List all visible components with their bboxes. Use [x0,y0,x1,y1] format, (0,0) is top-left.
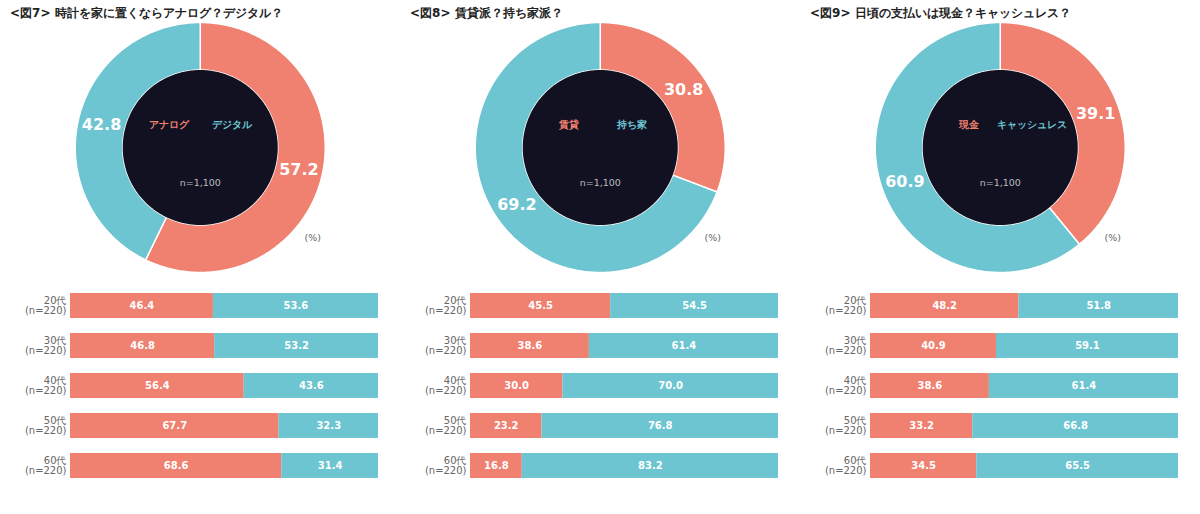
svg-text:23.2: 23.2 [494,420,519,431]
svg-text:60代(n=220): 60代(n=220) [825,455,867,476]
svg-text:20代(n=220): 20代(n=220) [425,295,467,316]
svg-text:70.0: 70.0 [658,380,683,391]
svg-text:60代(n=220): 60代(n=220) [25,455,67,476]
svg-text:賃貸: 賃貸 [558,119,579,131]
svg-text:n=1,100: n=1,100 [180,177,221,188]
svg-text:60代(n=220): 60代(n=220) [425,455,467,476]
html-text:<図8> 賃貸派？持ち家派？: <図8> 賃貸派？持ち家派？ [410,6,563,20]
svg-text:57.2: 57.2 [279,160,318,179]
svg-text:40.9: 40.9 [921,340,946,351]
svg-text:39.1: 39.1 [1076,104,1115,123]
svg-text:30代(n=220): 30代(n=220) [425,335,467,356]
svg-text:30代(n=220): 30代(n=220) [25,335,67,356]
html-text:<図9> 日頃の支払いは現金？キャッシュレス？: <図9> 日頃の支払いは現金？キャッシュレス？ [810,6,1071,20]
svg-text:40代(n=220): 40代(n=220) [425,375,467,396]
svg-text:59.1: 59.1 [1075,340,1100,351]
svg-text:54.5: 54.5 [682,300,707,311]
svg-text:33.2: 33.2 [909,420,934,431]
svg-text:53.6: 53.6 [284,300,309,311]
svg-text:(%): (%) [305,232,321,243]
svg-text:32.3: 32.3 [316,420,341,431]
svg-text:83.2: 83.2 [638,460,663,471]
svg-text:キャッシュレス: キャッシュレス [997,119,1067,130]
svg-text:20代(n=220): 20代(n=220) [825,295,867,316]
svg-text:n=1,100: n=1,100 [580,177,621,188]
svg-text:61.4: 61.4 [672,340,697,351]
svg-text:50代(n=220): 50代(n=220) [25,415,67,436]
svg-text:45.5: 45.5 [528,300,553,311]
svg-text:持ち家: 持ち家 [616,119,647,130]
svg-text:アナログ: アナログ [149,119,190,130]
svg-text:50代(n=220): 50代(n=220) [825,415,867,436]
svg-text:60.9: 60.9 [885,172,924,191]
svg-text:(%): (%) [1105,232,1121,243]
svg-text:20代(n=220): 20代(n=220) [25,295,67,316]
svg-text:76.8: 76.8 [648,420,673,431]
svg-text:40代(n=220): 40代(n=220) [25,375,67,396]
svg-text:42.8: 42.8 [82,115,121,134]
svg-text:66.8: 66.8 [1063,420,1088,431]
svg-text:65.5: 65.5 [1065,460,1090,471]
svg-text:16.8: 16.8 [484,460,509,471]
svg-text:デジタル: デジタル [212,119,253,130]
svg-text:61.4: 61.4 [1072,380,1097,391]
svg-text:56.4: 56.4 [145,380,170,391]
svg-text:(%): (%) [705,232,721,243]
svg-text:31.4: 31.4 [318,460,343,471]
svg-text:38.6: 38.6 [518,340,543,351]
svg-text:51.8: 51.8 [1086,300,1111,311]
svg-text:53.2: 53.2 [284,340,309,351]
svg-text:46.4: 46.4 [130,300,155,311]
svg-text:40代(n=220): 40代(n=220) [825,375,867,396]
svg-text:30.8: 30.8 [664,80,703,99]
svg-text:43.6: 43.6 [299,380,324,391]
svg-text:現金: 現金 [958,119,980,130]
svg-text:38.6: 38.6 [918,380,943,391]
svg-text:46.8: 46.8 [130,340,155,351]
svg-text:34.5: 34.5 [911,460,936,471]
svg-text:n=1,100: n=1,100 [980,177,1021,188]
svg-text:30代(n=220): 30代(n=220) [825,335,867,356]
svg-text:67.7: 67.7 [162,420,187,431]
svg-text:69.2: 69.2 [497,195,536,214]
html-text:<図7> 時計を家に置くならアナログ？デジタル？: <図7> 時計を家に置くならアナログ？デジタル？ [10,6,283,20]
svg-text:48.2: 48.2 [932,300,957,311]
svg-text:68.6: 68.6 [164,460,189,471]
svg-text:30.0: 30.0 [504,380,529,391]
svg-text:50代(n=220): 50代(n=220) [425,415,467,436]
